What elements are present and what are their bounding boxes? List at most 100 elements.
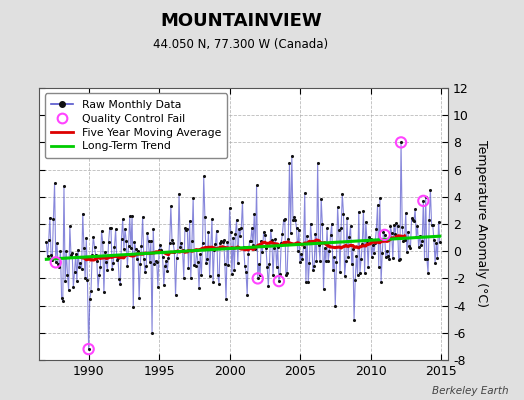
Point [216, 239, 224, 246]
Point [152, 259, 161, 265]
Point [135, 295, 144, 301]
Point [406, 245, 414, 252]
Point [397, 139, 405, 146]
Point [362, 219, 370, 225]
Point [325, 248, 334, 254]
Point [173, 247, 182, 254]
Point [51, 259, 60, 266]
Point [63, 272, 72, 278]
Point [214, 272, 222, 278]
Point [176, 244, 184, 250]
Point [54, 261, 62, 267]
Point [282, 272, 290, 278]
Point [103, 267, 112, 273]
Point [130, 238, 139, 245]
Point [167, 203, 175, 210]
Point [200, 173, 208, 180]
Point [201, 214, 209, 220]
Point [136, 261, 145, 267]
Point [365, 234, 374, 240]
Point [64, 287, 73, 294]
Point [359, 208, 368, 214]
Point [381, 254, 390, 260]
Point [435, 239, 444, 246]
Point [260, 231, 269, 238]
Point [97, 228, 106, 234]
Point [404, 228, 412, 235]
Point [428, 221, 436, 228]
Point [76, 260, 84, 266]
Point [291, 217, 300, 224]
Point [166, 240, 174, 246]
Point [206, 245, 215, 252]
Point [425, 217, 433, 223]
Point [433, 255, 442, 261]
Point [127, 244, 135, 251]
Point [352, 253, 361, 259]
Point [371, 240, 379, 246]
Point [226, 229, 235, 235]
Point [383, 247, 391, 254]
Point [283, 270, 291, 276]
Point [259, 229, 268, 235]
Point [277, 240, 286, 246]
Point [122, 238, 130, 244]
Point [405, 243, 413, 249]
Point [95, 272, 103, 279]
Point [370, 250, 378, 256]
Point [280, 216, 289, 222]
Point [409, 217, 417, 223]
Point [178, 247, 187, 254]
Point [104, 238, 113, 245]
Point [92, 252, 100, 258]
Point [58, 295, 66, 302]
Point [49, 216, 58, 222]
Point [335, 227, 343, 234]
Point [190, 262, 199, 268]
Point [318, 221, 326, 228]
Point [432, 240, 441, 247]
Point [87, 288, 95, 294]
Point [278, 230, 287, 237]
Point [154, 284, 162, 290]
Point [237, 225, 246, 231]
Point [344, 254, 352, 261]
Point [292, 224, 301, 231]
Point [357, 256, 365, 262]
Point [188, 238, 196, 244]
Point [137, 242, 146, 249]
Point [275, 278, 283, 284]
Point [431, 259, 439, 266]
Point [223, 239, 232, 245]
Point [67, 252, 75, 258]
Point [390, 222, 398, 228]
Point [323, 225, 331, 232]
Point [322, 258, 330, 265]
Point [89, 234, 97, 240]
Point [50, 180, 59, 186]
Legend: Raw Monthly Data, Quality Control Fail, Five Year Moving Average, Long-Term Tren: Raw Monthly Data, Quality Control Fail, … [45, 94, 227, 158]
Point [366, 236, 375, 242]
Point [342, 258, 350, 264]
Point [230, 266, 238, 273]
Point [331, 302, 340, 309]
Point [134, 248, 142, 254]
Point [328, 221, 336, 227]
Point [338, 190, 346, 197]
Point [267, 227, 275, 234]
Point [60, 183, 68, 189]
Point [148, 330, 156, 336]
Point [101, 248, 110, 255]
Point [224, 261, 233, 268]
Point [80, 245, 88, 252]
Text: 44.050 N, 77.300 W (Canada): 44.050 N, 77.300 W (Canada) [154, 38, 329, 51]
Point [257, 238, 266, 244]
Point [276, 270, 284, 277]
Point [208, 216, 216, 222]
Point [426, 187, 434, 193]
Point [319, 286, 328, 293]
Point [301, 190, 309, 196]
Point [394, 223, 402, 229]
Point [269, 272, 277, 278]
Point [211, 240, 220, 247]
